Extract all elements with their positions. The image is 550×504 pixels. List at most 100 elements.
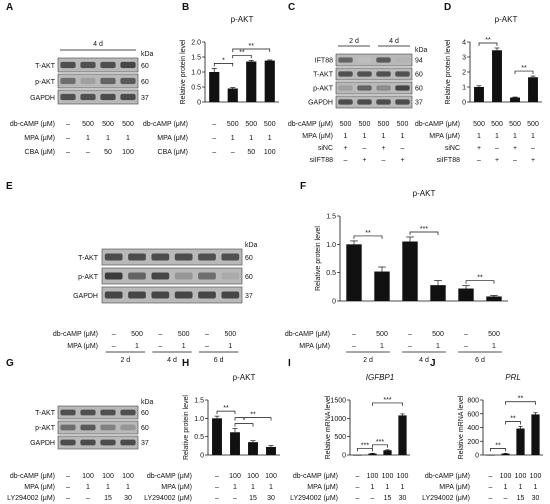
blot-g-row-value: – [66, 495, 70, 502]
chart-d-row-label: MPA (μM) [429, 133, 460, 140]
blot-a-row-value: 50 [104, 149, 112, 156]
chart-d-y-tick-label: 1 [462, 85, 466, 92]
chart-j-row-value: – [489, 484, 493, 491]
chart-i-y-tick-label: 500 [334, 434, 346, 441]
chart-h-bar [248, 442, 258, 455]
blot-a-band-background [57, 73, 139, 89]
chart-b-signif-bracket [232, 48, 271, 52]
blot-g-band [80, 439, 96, 446]
blot-e-band [174, 272, 193, 280]
chart-d-row-label: db-cAMP (μM) [415, 121, 460, 128]
chart-h-bar [266, 446, 276, 455]
blot-c-row-value: – [401, 145, 405, 152]
chart-d-row-value: + [531, 157, 535, 164]
chart-j-bar [501, 453, 510, 455]
chart-i-bar [368, 453, 377, 455]
chart-d-row-value: – [477, 157, 481, 164]
chart-j-y-tick-label: 600 [467, 411, 479, 418]
chart-h-y-label: Relative protein level [183, 395, 190, 460]
chart-j-bar [531, 414, 540, 455]
blot-a-row-value: – [66, 121, 70, 128]
chart-j-signif-label: ** [510, 415, 516, 422]
chart-h-row-value: 1 [269, 484, 273, 491]
chart-j-y-label: Relative mRNA level [458, 395, 465, 459]
blot-c-band [338, 99, 353, 105]
chart-h-row-label: LY294002 (μM) [144, 495, 192, 502]
blot-c-kda-value: 60 [415, 71, 423, 78]
blot-a-band [60, 93, 76, 101]
blot-e-row-value: – [158, 343, 162, 350]
chart-d-signif-label: ** [485, 37, 491, 44]
chart-f-group-label: 4 d [419, 357, 429, 364]
blot-c-kda-unit: kDa [415, 47, 428, 54]
chart-h-row-label: MPA (μM) [161, 484, 192, 491]
chart-d-signif-label: ** [521, 65, 527, 72]
blot-c-row-value: 1 [363, 133, 367, 140]
chart-b-signif-bracket [232, 54, 252, 59]
blot-e-band [174, 253, 193, 261]
chart-j-row-value: 100 [530, 473, 542, 480]
blot-e-group-label: 6 d [214, 357, 224, 364]
chart-d-signif-bracket [478, 42, 498, 46]
chart-d-row-value: 500 [491, 121, 503, 128]
blot-e-row-value: – [158, 331, 162, 338]
chart-h-row-value: 1 [233, 484, 237, 491]
chart-b-row-label: db-cAMP (μM) [143, 121, 188, 128]
chart-b-row-value: – [212, 121, 216, 128]
chart-d-y-tick-label: 3 [462, 55, 466, 62]
blot-a-band [120, 93, 136, 101]
blot-c-band-label: IFT88 [315, 57, 333, 64]
blot-c-row-value: – [382, 157, 386, 164]
blot-a-row-value: – [86, 149, 90, 156]
chart-h-y-tick-label: 1.5 [194, 398, 204, 405]
chart-j-row-value: – [489, 473, 493, 480]
chart-f-bar [486, 296, 502, 301]
chart-f-signif-label: ** [477, 275, 483, 282]
blot-c-band [357, 85, 372, 91]
chart-d-row-value: + [513, 145, 517, 152]
chart-h-row-value: – [215, 484, 219, 491]
chart-b-y-label: Relative protein level [180, 39, 187, 104]
blot-a-row-value: 1 [126, 135, 130, 142]
chart-i-bar [398, 415, 407, 455]
blot-e-band-label: p-AKT [78, 274, 99, 281]
blot-c-row-value: + [343, 145, 347, 152]
panel-letter-A: A [6, 2, 13, 13]
blot-c-band [376, 71, 391, 77]
blot-a-band [60, 61, 76, 69]
chart-f-row-label: db-cAMP (μM) [285, 331, 330, 338]
chart-i-row-value: – [356, 484, 360, 491]
blot-c-kda-value: 60 [415, 85, 423, 92]
chart-j-row-label: db-cAMP (μM) [425, 473, 470, 480]
blot-a-band [100, 61, 116, 69]
chart-h-row-value: 1 [251, 484, 255, 491]
blot-a-band [100, 93, 116, 101]
blot-c-kda-value: 37 [415, 99, 423, 106]
blot-e-row-label: MPA (μM) [67, 343, 98, 350]
chart-h-y-tick-label: 0.5 [194, 434, 204, 441]
chart-i-signif-label: *** [361, 442, 369, 449]
chart-d-row-value: + [477, 145, 481, 152]
chart-b-y-tick-label: 1.5 [191, 55, 201, 62]
chart-f-signif-bracket [409, 231, 439, 235]
blot-g-kda-value: 60 [141, 410, 149, 417]
blot-e-row-value: 500 [131, 331, 143, 338]
chart-f-bar [402, 241, 418, 301]
chart-j-row-value: – [489, 495, 493, 502]
blot-g-row-label: LY294002 (μM) [7, 495, 55, 502]
blot-e-group-label: 4 d [167, 357, 177, 364]
chart-f-row-value: – [464, 331, 468, 338]
blot-c-row-label: siNC [318, 145, 333, 152]
blot-c-band-background [335, 81, 413, 95]
blot-a-row-value: 1 [86, 135, 90, 142]
blot-e-group-label: 2 d [120, 357, 130, 364]
blot-c-row-value: + [362, 157, 366, 164]
blot-e-row-value: – [205, 331, 209, 338]
blot-c-row-value: 1 [401, 133, 405, 140]
chart-f-bar [430, 285, 446, 301]
blot-e-band [174, 291, 193, 299]
blot-a-band-label: GAPDH [30, 95, 55, 102]
blot-a-band [80, 61, 96, 69]
chart-f-signif-bracket [465, 280, 495, 284]
chart-j-y-tick-label: 400 [467, 425, 479, 432]
